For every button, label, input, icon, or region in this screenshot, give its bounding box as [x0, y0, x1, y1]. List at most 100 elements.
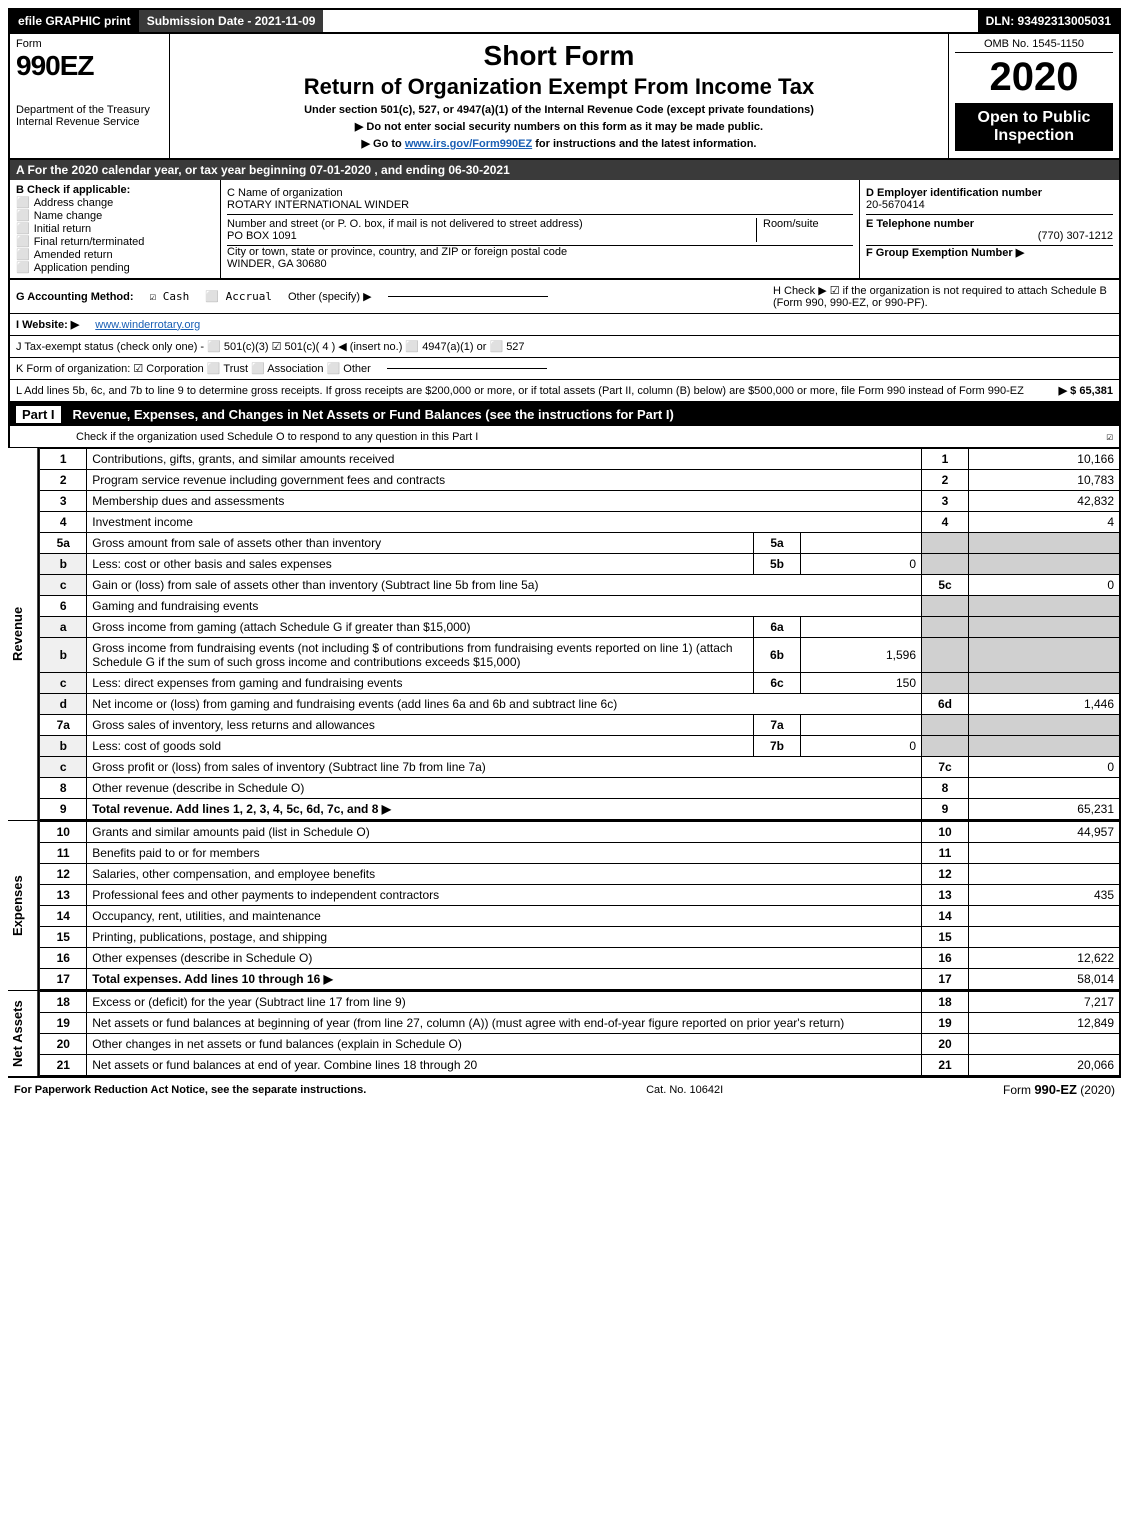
entity-box: B Check if applicable: Address change Na…: [8, 180, 1121, 280]
g-cash[interactable]: ☑ Cash: [150, 290, 190, 303]
g-accrual[interactable]: ⬜ Accrual: [205, 290, 272, 303]
row-a-tax-year: A For the 2020 calendar year, or tax yea…: [8, 160, 1121, 180]
footer-cat: Cat. No. 10642I: [646, 1084, 723, 1096]
line-10: 10Grants and similar amounts paid (list …: [40, 822, 1120, 843]
part1-check-text: Check if the organization used Schedule …: [76, 431, 478, 443]
line-2: 2Program service revenue including gover…: [40, 470, 1120, 491]
line-6c: cLess: direct expenses from gaming and f…: [40, 673, 1120, 694]
ein-value: 20-5670414: [866, 199, 1113, 211]
line-5a: 5aGross amount from sale of assets other…: [40, 533, 1120, 554]
chk-name-change[interactable]: Name change: [16, 209, 214, 222]
top-bar: efile GRAPHIC print Submission Date - 20…: [8, 8, 1121, 34]
website-link[interactable]: www.winderrotary.org: [95, 319, 200, 331]
page-footer: For Paperwork Reduction Act Notice, see …: [8, 1078, 1121, 1101]
c-label: C Name of organization: [227, 187, 853, 199]
line-21: 21Net assets or fund balances at end of …: [40, 1055, 1120, 1076]
expenses-section: Expenses 10Grants and similar amounts pa…: [8, 821, 1121, 991]
part1-header: Part I Revenue, Expenses, and Changes in…: [8, 403, 1121, 426]
line-11: 11Benefits paid to or for members11: [40, 843, 1120, 864]
netassets-section: Net Assets 18Excess or (deficit) for the…: [8, 991, 1121, 1078]
row-j: J Tax-exempt status (check only one) - ⬜…: [8, 336, 1121, 358]
goto-link[interactable]: www.irs.gov/Form990EZ: [405, 138, 532, 150]
tax-year: 2020: [955, 57, 1113, 97]
form-header: Form 990EZ Department of the Treasury In…: [8, 34, 1121, 160]
line-9: 9Total revenue. Add lines 1, 2, 3, 4, 5c…: [40, 799, 1120, 820]
b-label: B Check if applicable:: [16, 184, 214, 196]
line-6: 6Gaming and fundraising events: [40, 596, 1120, 617]
g-other[interactable]: Other (specify) ▶: [288, 290, 372, 303]
line-1-amt: 10,166: [969, 449, 1121, 470]
goto-line: ▶ Go to www.irs.gov/Form990EZ for instru…: [176, 137, 942, 150]
line-6b: bGross income from fundraising events (n…: [40, 638, 1120, 673]
line-3: 3Membership dues and assessments342,832: [40, 491, 1120, 512]
chk-application-pending[interactable]: Application pending: [16, 261, 214, 274]
g-label: G Accounting Method:: [16, 291, 134, 303]
goto-pre: ▶ Go to: [362, 138, 405, 150]
city-label: City or town, state or province, country…: [227, 246, 853, 258]
line-6a: aGross income from gaming (attach Schedu…: [40, 617, 1120, 638]
chk-initial-return[interactable]: Initial return: [16, 222, 214, 235]
i-label: I Website: ▶: [16, 318, 79, 331]
submission-date: Submission Date - 2021-11-09: [139, 10, 324, 32]
j-text: J Tax-exempt status (check only one) - ⬜…: [16, 340, 525, 353]
line-1-desc: Contributions, gifts, grants, and simila…: [87, 449, 922, 470]
goto-post: for instructions and the latest informat…: [535, 138, 756, 150]
row-i: I Website: ▶ www.winderrotary.org: [8, 314, 1121, 336]
vside-revenue: Revenue: [8, 448, 39, 820]
part1-title: Revenue, Expenses, and Changes in Net As…: [73, 407, 674, 422]
room-suite-label: Room/suite: [756, 218, 853, 242]
line-20: 20Other changes in net assets or fund ba…: [40, 1034, 1120, 1055]
line-8: 8Other revenue (describe in Schedule O)8: [40, 778, 1120, 799]
line-18: 18Excess or (deficit) for the year (Subt…: [40, 992, 1120, 1013]
vside-expenses: Expenses: [8, 821, 39, 990]
short-form-title: Short Form: [176, 40, 942, 72]
line-12: 12Salaries, other compensation, and empl…: [40, 864, 1120, 885]
line-17: 17Total expenses. Add lines 10 through 1…: [40, 969, 1120, 990]
chk-final-return[interactable]: Final return/terminated: [16, 235, 214, 248]
chk-address-change[interactable]: Address change: [16, 196, 214, 209]
k-text: K Form of organization: ☑ Corporation ⬜ …: [16, 362, 371, 375]
row-g-h: G Accounting Method: ☑ Cash ⬜ Accrual Ot…: [8, 280, 1121, 314]
form-word: Form: [16, 38, 163, 50]
ssn-warning: ▶ Do not enter social security numbers o…: [176, 120, 942, 133]
h-text: H Check ▶ ☑ if the organization is not r…: [773, 284, 1113, 309]
line-7b: bLess: cost of goods sold7b0: [40, 736, 1120, 757]
revenue-section: Revenue 1Contributions, gifts, grants, a…: [8, 448, 1121, 821]
org-address: PO BOX 1091: [227, 230, 746, 242]
line-4: 4Investment income44: [40, 512, 1120, 533]
d-label: D Employer identification number: [866, 187, 1113, 199]
footer-left: For Paperwork Reduction Act Notice, see …: [14, 1084, 366, 1096]
omb-number: OMB No. 1545-1150: [955, 38, 1113, 53]
org-name: ROTARY INTERNATIONAL WINDER: [227, 199, 853, 211]
l-text: L Add lines 5b, 6c, and 7b to line 9 to …: [16, 385, 1043, 397]
line-7c: cGross profit or (loss) from sales of in…: [40, 757, 1120, 778]
part1-check-row: Check if the organization used Schedule …: [8, 426, 1121, 448]
row-k: K Form of organization: ☑ Corporation ⬜ …: [8, 358, 1121, 380]
department-label: Department of the Treasury: [16, 104, 163, 116]
irs-label: Internal Revenue Service: [16, 116, 163, 128]
f-label: F Group Exemption Number ▶: [866, 247, 1024, 259]
row-l: L Add lines 5b, 6c, and 7b to line 9 to …: [8, 380, 1121, 403]
g-other-input[interactable]: [388, 296, 548, 297]
dln-label: DLN: 93492313005031: [978, 10, 1119, 32]
chk-amended-return[interactable]: Amended return: [16, 248, 214, 261]
return-title: Return of Organization Exempt From Incom…: [176, 74, 942, 100]
part1-check-icon[interactable]: ☑: [1106, 430, 1113, 443]
line-6d: dNet income or (loss) from gaming and fu…: [40, 694, 1120, 715]
phone-value: (770) 307-1212: [866, 230, 1113, 242]
k-other-input[interactable]: [387, 368, 547, 369]
subtitle: Under section 501(c), 527, or 4947(a)(1)…: [176, 104, 942, 116]
line-19: 19Net assets or fund balances at beginni…: [40, 1013, 1120, 1034]
line-1: 1Contributions, gifts, grants, and simil…: [40, 449, 1120, 470]
line-14: 14Occupancy, rent, utilities, and mainte…: [40, 906, 1120, 927]
l-amount: ▶ $ 65,381: [1059, 384, 1113, 397]
open-public-badge: Open to Public Inspection: [955, 103, 1113, 151]
line-13: 13Professional fees and other payments t…: [40, 885, 1120, 906]
efile-label[interactable]: efile GRAPHIC print: [10, 10, 139, 32]
line-7a: 7aGross sales of inventory, less returns…: [40, 715, 1120, 736]
line-16: 16Other expenses (describe in Schedule O…: [40, 948, 1120, 969]
e-label: E Telephone number: [866, 218, 1113, 230]
addr-label: Number and street (or P. O. box, if mail…: [227, 218, 746, 230]
footer-right: Form 990-EZ (2020): [1003, 1082, 1115, 1097]
part1-tag: Part I: [16, 406, 61, 423]
